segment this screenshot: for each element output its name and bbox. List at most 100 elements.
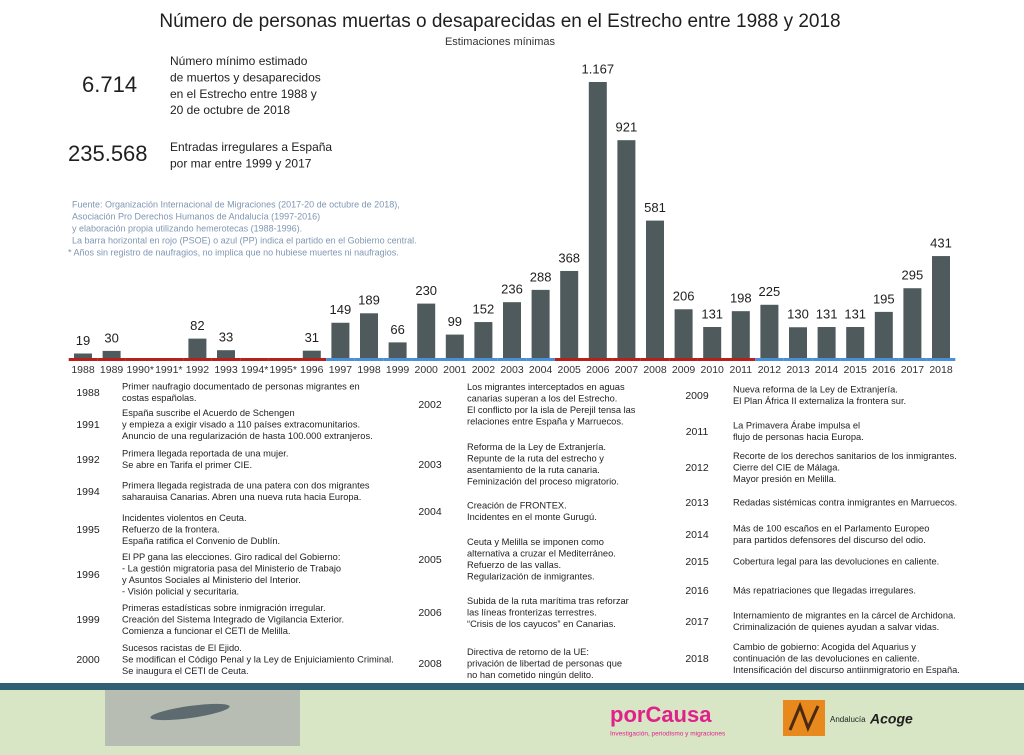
x-tick-label: 2001 [443, 364, 467, 376]
timeline-year: 2005 [418, 554, 442, 566]
timeline-text: Feminización del proceso migratorio. [467, 477, 619, 487]
timeline-text: Intensificación del discurso antiinmigra… [733, 665, 960, 675]
bar [874, 311, 893, 358]
x-tick-label: 1995* [269, 364, 296, 376]
bar [932, 256, 950, 358]
bar [588, 82, 607, 358]
stat-text: 20 de octubre de 2018 [170, 103, 290, 117]
value-label: 149 [330, 302, 352, 317]
stat-text: en el Estrecho entre 1988 y [170, 87, 317, 101]
timeline-text: y Asuntos Sociales al Ministerio del Int… [122, 575, 301, 585]
x-tick-label: 1996 [300, 364, 324, 376]
timeline-text: Nueva reforma de la Ley de Extranjería. [733, 385, 898, 395]
timeline-text: Criminalización de quienes ayudan a salv… [733, 622, 939, 632]
bar [188, 338, 207, 358]
bar [474, 322, 493, 358]
timeline-text: Redadas sistémicas contra inmigrantes en… [733, 497, 957, 507]
timeline-year: 1999 [76, 614, 100, 626]
source-note: Asociación Pro Derechos Humanos de Andal… [72, 211, 320, 221]
timeline-text: Repunte de la ruta del estrecho y [467, 454, 604, 464]
source-note: La barra horizontal en rojo (PSOE) o azu… [72, 235, 417, 245]
timeline-text: España suscribe el Acuerdo de Schengen [122, 408, 295, 418]
value-label: 195 [873, 291, 895, 306]
x-tick-label: 2012 [758, 364, 782, 376]
x-tick-label: 1991* [155, 364, 182, 376]
value-label: 288 [530, 269, 552, 284]
timeline-text: no han cometido ningún delito. [467, 670, 594, 680]
timeline-text: alternativa a cruzar el Mediterráneo. [467, 549, 616, 559]
timeline-year: 2018 [685, 653, 709, 665]
timeline-year: 2012 [685, 462, 709, 474]
timeline-text: Recorte de los derechos sanitarios de lo… [733, 451, 957, 461]
x-tick-label: 2014 [815, 364, 839, 376]
bar [731, 311, 750, 358]
value-label: 295 [902, 268, 924, 283]
bar [217, 350, 235, 358]
brand-tagline: Investigación, periodismo y migraciones [610, 731, 726, 738]
timeline-text: canarias superan a los del Estrecho. [467, 394, 617, 404]
timeline-year: 2013 [685, 497, 709, 509]
timeline-year: 1991 [76, 419, 100, 431]
timeline-year: 2009 [685, 390, 709, 402]
value-label: 189 [358, 293, 380, 308]
timeline-year: 2015 [685, 556, 709, 568]
bar [703, 327, 722, 358]
timeline-text: para partidos defensores del discurso de… [733, 535, 926, 545]
value-label: 82 [190, 318, 204, 333]
timeline-text: Incidentes violentos en Ceuta. [122, 513, 247, 523]
timeline-year: 1992 [76, 454, 100, 466]
value-label: 66 [390, 322, 404, 337]
bar [760, 304, 779, 358]
bar [331, 322, 350, 358]
stat-value: 6.714 [82, 72, 137, 97]
value-label: 130 [787, 307, 809, 322]
timeline-text: Más repatriaciones que llegadas irregula… [733, 585, 916, 595]
timeline-text: Anuncio de una regularización de hasta 1… [122, 431, 373, 441]
x-tick-label: 1989 [100, 364, 124, 376]
timeline-text: La Primavera Árabe impulsa el [733, 421, 860, 431]
partner-name: Acoge [869, 711, 913, 727]
stat-text: Número mínimo estimado [170, 54, 308, 68]
x-tick-label: 2007 [615, 364, 639, 376]
timeline-text: saharauisa Canarias. Abren una nueva rut… [122, 492, 361, 502]
chart-title: Número de personas muertas o desaparecid… [159, 11, 840, 32]
stat-text: Entradas irregulares a España [170, 140, 332, 154]
x-tick-label: 2010 [701, 364, 725, 376]
value-label: 236 [501, 282, 523, 297]
timeline-text: las líneas fronterizas terrestres. [467, 607, 597, 617]
timeline-text: Se inaugura el CETI de Ceuta. [122, 666, 249, 676]
value-label: 99 [448, 314, 462, 329]
timeline-text: continuación de las devoluciones en cali… [733, 653, 920, 663]
timeline-text: Creación de FRONTEX. [467, 501, 567, 511]
x-tick-label: 2017 [901, 364, 925, 376]
timeline-text: asentamiento de la ruta canaria. [467, 465, 600, 475]
x-tick-label: 2016 [872, 364, 896, 376]
timeline-text: costas españolas. [122, 393, 196, 403]
value-label: 921 [616, 120, 638, 135]
value-label: 1.167 [582, 61, 615, 76]
timeline-text: Los migrantes interceptados en aguas [467, 382, 625, 392]
timeline-text: Refuerzo de la frontera. [122, 524, 220, 534]
timeline-year: 2014 [685, 529, 709, 541]
timeline-text: Se modifican el Código Penal y la Ley de… [122, 654, 394, 664]
x-tick-label: 1994* [241, 364, 268, 376]
value-label: 30 [104, 330, 118, 345]
timeline-text: El Plan África II externaliza la fronter… [733, 396, 906, 406]
timeline-text: privación de libertad de personas que [467, 658, 622, 668]
bar [102, 350, 121, 358]
timeline-text: España ratifica el Convenio de Dublín. [122, 536, 280, 546]
bar [846, 327, 865, 358]
timeline-year: 2017 [685, 616, 709, 628]
value-label: 198 [730, 291, 752, 306]
timeline-year: 2008 [418, 658, 442, 670]
chart-subtitle: Estimaciones mínimas [445, 36, 556, 48]
x-tick-label: 1998 [357, 364, 381, 376]
bar [789, 327, 807, 358]
x-tick-label: 2015 [844, 364, 868, 376]
timeline-text: Refuerzo de las vallas. [467, 560, 561, 570]
x-tick-label: 2009 [672, 364, 696, 376]
value-label: 230 [415, 283, 437, 298]
timeline-text: El conflicto por la isla de Perejil tens… [467, 405, 636, 415]
x-tick-label: 1997 [329, 364, 353, 376]
